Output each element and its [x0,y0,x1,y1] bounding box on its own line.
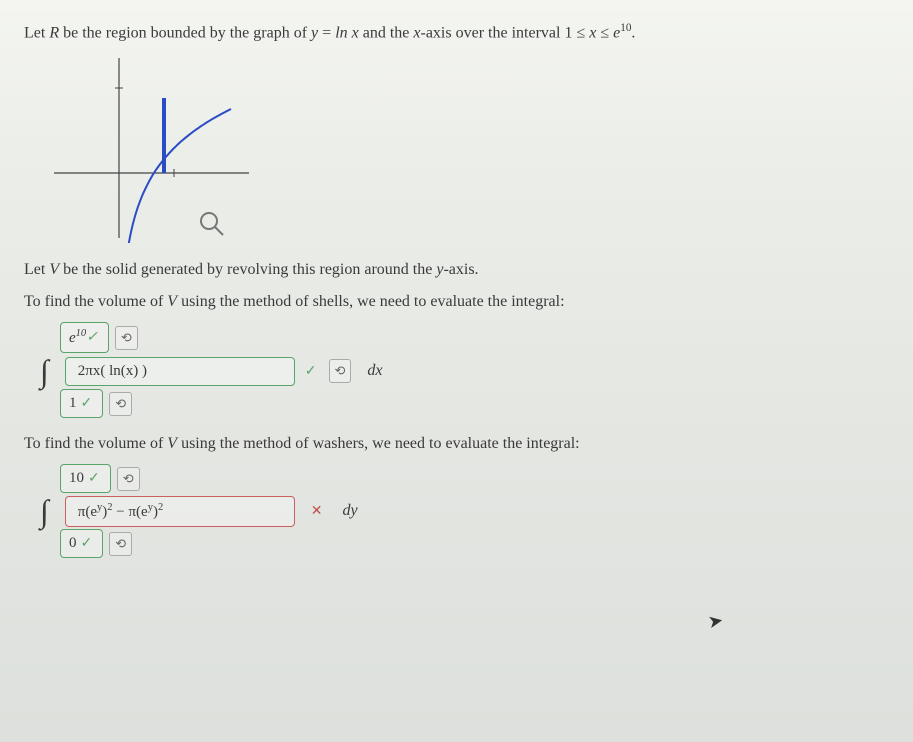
text: To find the volume of [24,435,167,452]
cursor-icon: ➤ [706,610,725,633]
integral-sign: ∫ [40,355,49,387]
check-icon: ✓ [305,363,317,380]
reset-icon: ⟲ [121,330,132,346]
shells-dx: dx [367,362,382,380]
washers-prompt: To find the volume of V using the method… [24,432,889,456]
graph-svg [54,53,254,243]
shells-integrand-text: 2πx( ln(x) ) [78,363,147,380]
text: using the method of shells, we need to e… [177,293,564,310]
washers-integrand-row: ∫ π(ey)2 − π(ey)2 ✕ dy [36,495,889,527]
shells-integral: e10 ✓ ⟲ ∫ 2πx( ln(x) ) ✓ ⟲ dx 1 ✓ ⟲ [36,322,889,418]
washers-lower-text: 0 [69,535,77,552]
text: -axis over the interval [421,24,565,41]
axis-x: x [413,24,420,41]
text: be the solid generated by revolving this… [59,261,436,278]
shells-lower-input[interactable]: 1 ✓ [60,389,103,418]
washers-dy: dy [343,502,358,520]
shells-upper-input[interactable]: e10 ✓ [60,322,109,353]
shells-upper-row: e10 ✓ ⟲ [60,322,889,353]
integral-sign: ∫ [40,495,49,527]
shells-integrand-row: ∫ 2πx( ln(x) ) ✓ ⟲ dx [36,355,889,387]
shells-var: V [167,293,177,310]
washers-upper-text: 10 [69,470,84,487]
check-icon: ✓ [81,535,93,552]
text: -axis. [443,261,478,278]
washers-var: V [167,435,177,452]
reset-icon: ⟲ [115,396,126,412]
text: using the method of washers, we need to … [177,435,580,452]
check-icon: ✓ [81,395,93,412]
washers-lower-row: 0 ✓ ⟲ [60,529,889,558]
graph-figure [54,53,889,248]
text: To find the volume of [24,293,167,310]
interval-right-exp: 10 [620,22,631,34]
reset-icon: ⟲ [335,363,346,379]
shells-integrand-input[interactable]: 2πx( ln(x) ) [65,357,295,386]
shells-lower-text: 1 [69,395,77,412]
solid-var: V [49,261,59,278]
period: . [631,24,635,41]
reset-button[interactable]: ⟲ [109,392,132,416]
reset-button[interactable]: ⟲ [115,326,138,350]
region-var: R [49,24,59,41]
check-icon: ✓ [86,329,98,346]
washers-lower-input[interactable]: 0 ✓ [60,529,103,558]
check-icon: ✓ [88,470,100,487]
washers-integral: 10 ✓ ⟲ ∫ π(ey)2 − π(ey)2 ✕ dy 0 ✓ ⟲ [36,464,889,558]
text: = [318,24,335,41]
cross-icon: ✕ [311,503,323,520]
reset-icon: ⟲ [123,471,134,487]
shells-prompt: To find the volume of V using the method… [24,290,889,314]
washers-upper-row: 10 ✓ ⟲ [60,464,889,493]
text: Let [24,24,49,41]
interval-left: 1 ≤ [564,24,589,41]
washers-integrand-text: π(ey)2 − π(ey)2 [78,502,163,521]
washers-upper-input[interactable]: 10 ✓ [60,464,111,493]
text: and the [359,24,414,41]
problem-statement: Let R be the region bounded by the graph… [24,20,889,45]
reset-icon: ⟲ [115,536,126,552]
reset-button[interactable]: ⟲ [117,467,140,491]
reset-button[interactable]: ⟲ [109,532,132,556]
reset-button[interactable]: ⟲ [329,359,352,383]
shells-lower-row: 1 ✓ ⟲ [60,389,889,418]
eq-rhs: ln x [335,24,359,41]
text: Let [24,261,49,278]
solid-description: Let V be the solid generated by revolvin… [24,258,889,282]
text: be the region bounded by the graph of [59,24,311,41]
interval-mid: ≤ [596,24,613,41]
washers-integrand-input[interactable]: π(ey)2 − π(ey)2 [65,496,295,527]
